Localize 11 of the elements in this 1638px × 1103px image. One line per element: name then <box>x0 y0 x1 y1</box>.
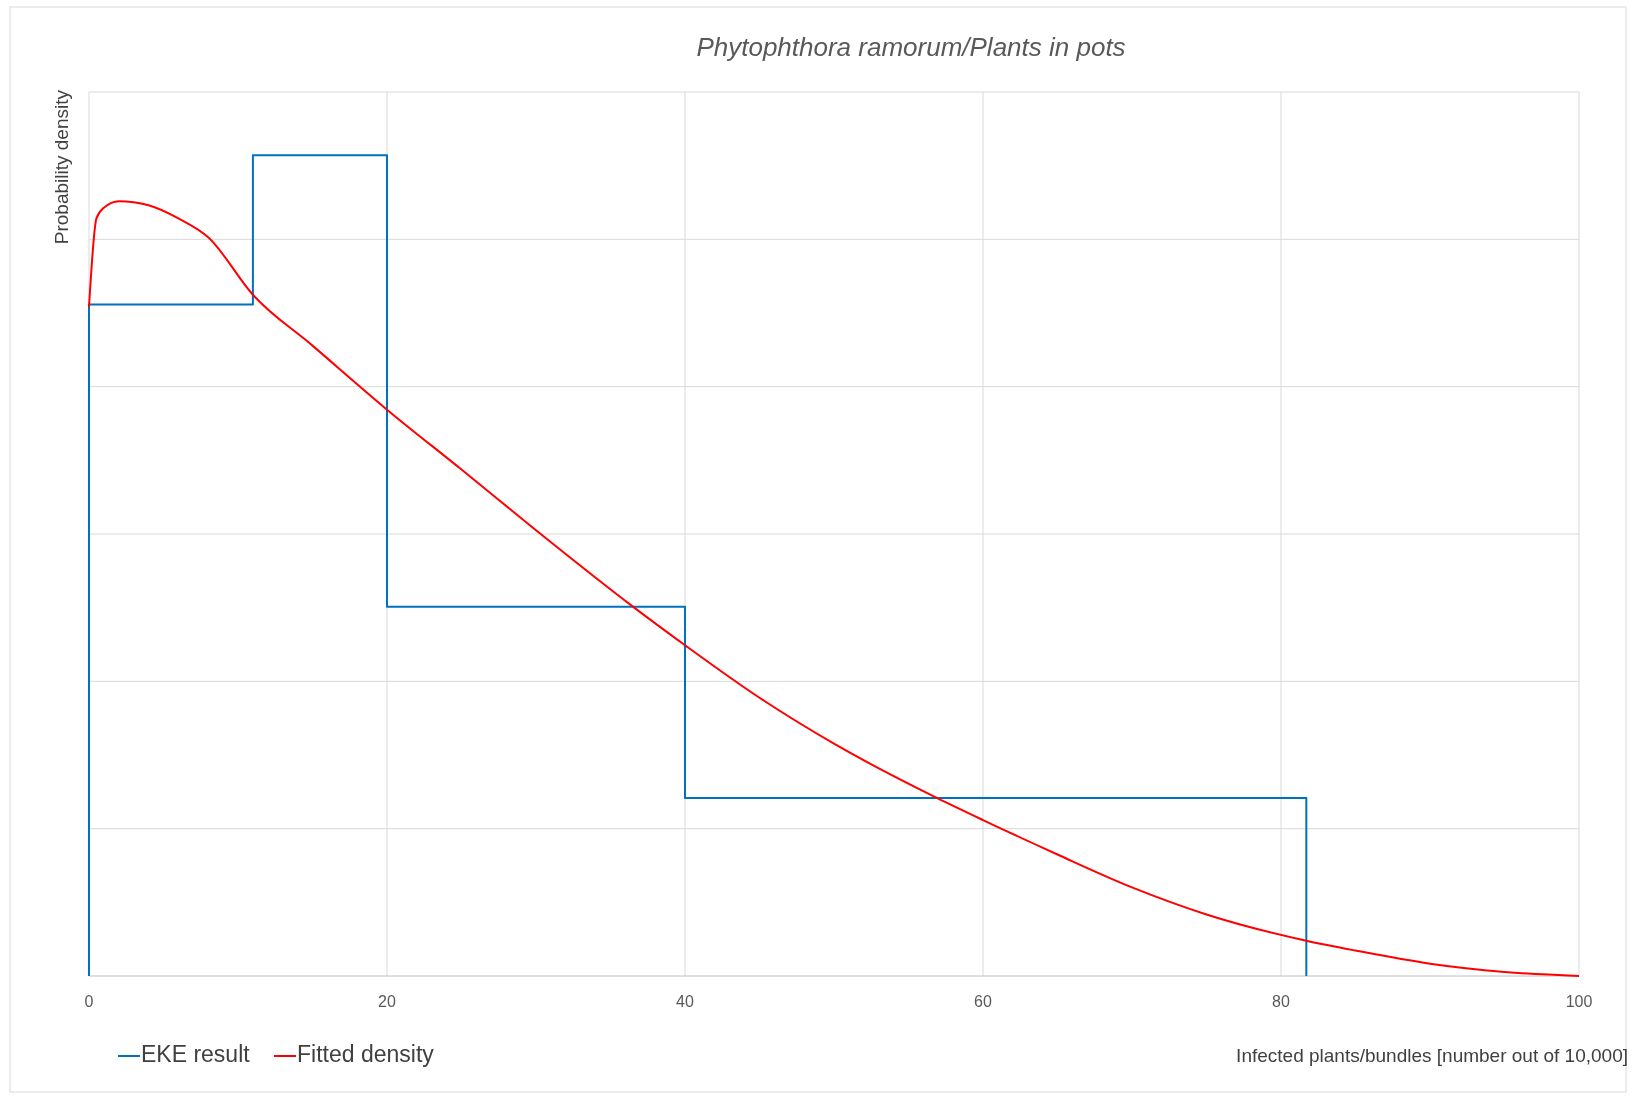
x-tick-label: 100 <box>1565 993 1593 1010</box>
legend-label: EKE result <box>141 1041 251 1067</box>
x-tick-label: 80 <box>1272 993 1290 1010</box>
legend-label: Fitted density <box>297 1041 435 1067</box>
x-tick-label: 0 <box>84 993 94 1010</box>
x-axis-title: Infected plants/bundles [number out of 10,000] <box>1236 1045 1628 1066</box>
y-axis-title: Probability density <box>51 89 72 245</box>
x-tick-label: 20 <box>378 993 396 1010</box>
chart-title: Phytophthora ramorum/Plants in pots <box>696 32 1126 62</box>
x-tick-label: 40 <box>676 993 694 1010</box>
x-tick-label: 60 <box>974 993 992 1010</box>
